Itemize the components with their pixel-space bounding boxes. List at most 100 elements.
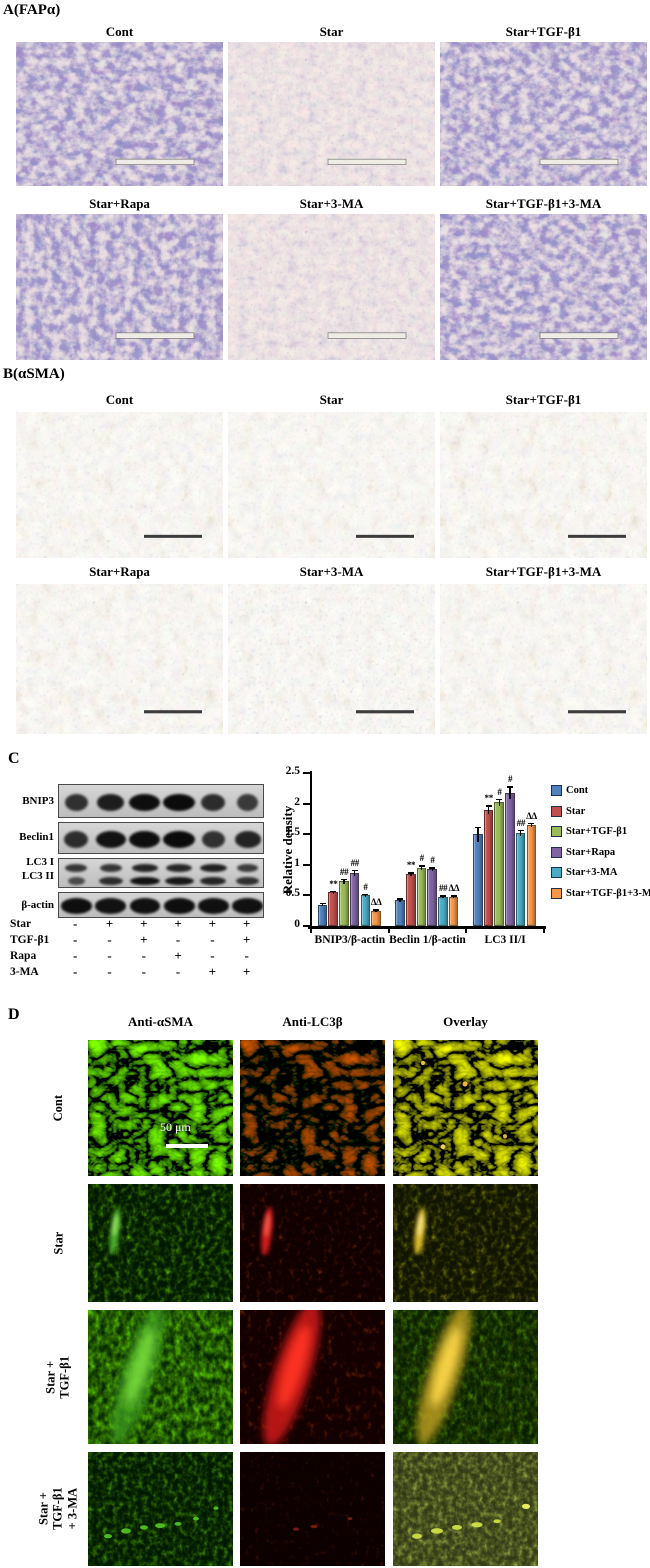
panel-d-row-star-tgf-3ma: Star + TGF-β1 + 3-MA — [36, 1487, 80, 1531]
blot-band — [96, 793, 125, 811]
y-tick-label: 2.5 — [285, 765, 300, 777]
significance-annotation: ΔΔ — [370, 897, 382, 908]
x-axis-line — [308, 926, 546, 929]
error-bar — [321, 902, 324, 907]
treatment-sign: + — [208, 916, 217, 931]
treatment-label-tgf: TGF-β1 — [10, 934, 50, 946]
treatment-values-rapa: - - - + - - — [58, 948, 264, 963]
error-bar-cap — [528, 822, 535, 824]
blot-band — [67, 876, 85, 885]
treatment-sign: + — [140, 932, 148, 947]
bar-Star+3-MA — [438, 896, 448, 926]
error-bar — [487, 805, 490, 814]
treatment-values-tgf: - - + - - + — [58, 932, 264, 947]
blot-band — [64, 793, 88, 811]
treatment-label-star: Star — [10, 918, 32, 930]
blot-band — [95, 898, 126, 914]
error-bar-cap — [485, 805, 492, 807]
treatment-sign: - — [73, 916, 78, 931]
panel-d-col-lc3b: Anti-LC3β — [282, 1014, 343, 1029]
blot-label-bnip3: BNIP3 — [22, 795, 54, 807]
blot-band — [163, 898, 195, 914]
error-bar-cap — [418, 865, 425, 867]
significance-annotation: ΔΔ — [526, 810, 537, 821]
blot-band — [201, 793, 226, 811]
panel-d-row-star: Star — [50, 1231, 65, 1255]
x-tick-mark — [387, 928, 390, 933]
ihc-image-asma-cont — [16, 412, 223, 558]
error-bar — [530, 822, 533, 828]
error-bar-cap — [373, 909, 379, 911]
panel-d-row-cont: Cont — [50, 1094, 65, 1122]
blot-band — [234, 830, 261, 848]
treatment-sign: + — [208, 964, 217, 979]
significance-annotation: # — [363, 881, 368, 892]
if-image-star-asma — [88, 1184, 233, 1302]
x-category-label: BNIP3/β-actin — [314, 934, 386, 946]
legend-label: Cont — [566, 785, 589, 796]
chart-legend: Cont Star Star+TGF-β1 Star+Rapa Star+3-MA Sta… — [551, 785, 650, 908]
panel-b-col-rapa: Star+Rapa — [89, 564, 150, 579]
error-bar-cap — [439, 895, 446, 897]
blot-band — [237, 864, 259, 872]
panel-b-col-tgf: Star+TGF-β1 — [505, 392, 582, 407]
blot-band — [64, 830, 89, 848]
y-tick-label: 0 — [294, 918, 300, 930]
treatment-sign: - — [107, 964, 112, 979]
error-bar-cap — [450, 895, 457, 897]
ihc-image-fapa-star-3ma — [228, 214, 435, 360]
significance-annotation: ** — [329, 878, 338, 889]
blot-band — [129, 876, 160, 885]
treatment-sign: + — [174, 916, 182, 931]
blot-band — [60, 898, 92, 914]
y-tick-mark — [303, 802, 310, 805]
blot-band — [95, 830, 126, 848]
error-bar — [343, 878, 345, 884]
bar-Star+TGF-β1+3-MA — [448, 896, 459, 926]
blot-band — [201, 830, 225, 848]
error-bar-cap — [474, 826, 481, 829]
legend-label: Star+TGF-β1 — [566, 826, 628, 837]
legend-item: Star+Rapa — [551, 846, 650, 858]
panel-a-col-star: Star — [319, 24, 344, 39]
bar-Star — [328, 892, 338, 926]
bar-Star+Rapa — [505, 792, 515, 926]
y-tick-label: 1.5 — [285, 826, 300, 839]
panel-b-label: B(αSMA) — [3, 366, 65, 382]
x-tick-mark — [465, 928, 468, 933]
if-image-star-tgf-lc3b — [240, 1310, 385, 1444]
legend-label: Star+Rapa — [566, 846, 616, 858]
blot-label-bactin: β-actin — [21, 899, 54, 911]
bar-chart: Relative density Cont Star Star+TGF-β1 Star… — [272, 763, 650, 979]
blot-band — [129, 898, 161, 914]
treatment-sign: - — [175, 932, 181, 947]
if-image-star-tgf-3ma-overlay — [393, 1452, 538, 1566]
treatment-sign: + — [140, 916, 148, 931]
y-tick-mark — [303, 863, 310, 866]
error-bar — [498, 798, 500, 807]
if-image-star-overlay — [393, 1184, 538, 1302]
bar-Star+Rapa — [427, 869, 438, 926]
treatment-sign: - — [141, 964, 146, 979]
significance-annotation: ## — [516, 817, 526, 828]
scale-bar — [166, 1144, 208, 1148]
panel-d-label: D — [8, 1006, 20, 1023]
treatment-sign: - — [210, 948, 215, 963]
treatment-sign: + — [242, 964, 251, 979]
treatment-sign: - — [73, 932, 78, 947]
error-bar — [364, 893, 366, 898]
bar-Star+TGF-β1+3-MA — [371, 910, 381, 926]
y-tick-mark — [303, 772, 310, 774]
legend-swatch — [551, 846, 562, 858]
legend-swatch — [551, 887, 562, 899]
ihc-image-asma-star-3ma — [228, 584, 435, 734]
if-image-cont-lc3b — [240, 1040, 385, 1176]
error-bar-cap — [340, 878, 347, 881]
blot-band — [200, 876, 227, 885]
treatment-sign: - — [73, 964, 78, 979]
ihc-image-fapa-cont — [16, 42, 223, 186]
error-bar — [399, 898, 401, 903]
legend-item: Star+3-MA — [551, 867, 650, 878]
error-bar — [477, 826, 479, 842]
blot-band — [99, 864, 122, 872]
